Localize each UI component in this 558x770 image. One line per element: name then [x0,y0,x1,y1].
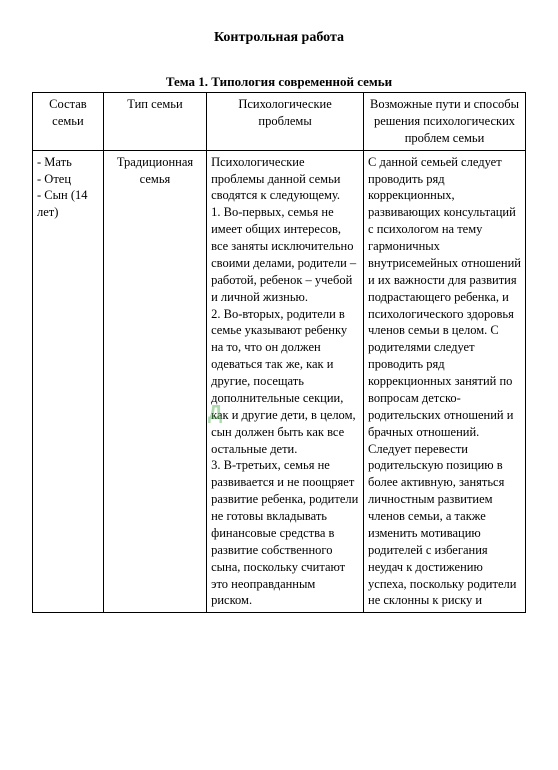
typology-table: Состав семьи Тип семьи Психологические п… [32,92,526,613]
cell-solutions: С данной семьей следует проводить ряд ко… [364,150,526,613]
cell-composition: - Мать- Отец- Сын (14 лет) [33,150,104,613]
cell-type: Традиционная семья [103,150,206,613]
table-row: - Мать- Отец- Сын (14 лет) Традиционная … [33,150,526,613]
cell-problems: Психологические проблемы данной семьи св… [207,150,364,613]
col-header-solutions: Возможные пути и способы решения психоло… [364,93,526,151]
col-header-type: Тип семьи [103,93,206,151]
table-header-row: Состав семьи Тип семьи Психологические п… [33,93,526,151]
col-header-composition: Состав семьи [33,93,104,151]
theme-title: Тема 1. Типология современной семьи [32,74,526,90]
document-title: Контрольная работа [32,30,526,46]
col-header-problems: Психологические проблемы [207,93,364,151]
